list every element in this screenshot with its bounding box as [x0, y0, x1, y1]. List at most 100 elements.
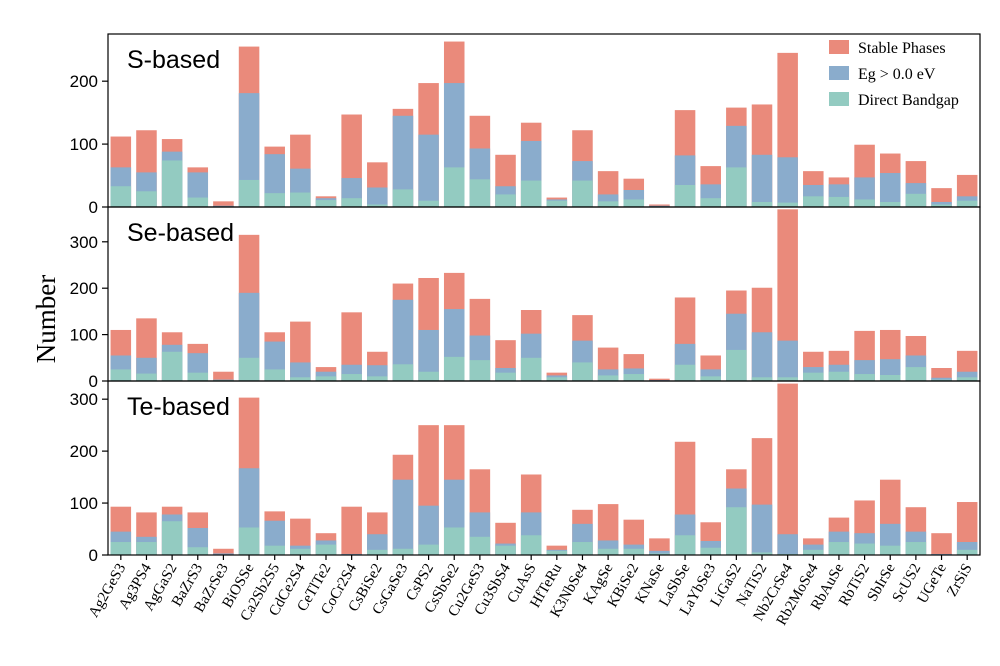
- bar-direct-bandgap-scus2: [905, 193, 927, 207]
- bar-direct-bandgap-cdce2s4: [290, 192, 311, 207]
- bar-direct-bandgap-cuass: [520, 180, 542, 207]
- bar-direct-bandgap-cocr2s4: [341, 374, 362, 381]
- bar-stable-phases-cocr2s4: [341, 506, 362, 555]
- bar-direct-bandgap-cu3sbs4: [495, 545, 516, 555]
- bar-eg-0-0-ev-csps2: [418, 329, 439, 381]
- legend-label-stable-phases: Stable Phases: [858, 40, 946, 57]
- bar-stable-phases-ugete: [931, 533, 952, 555]
- bar-direct-bandgap-kbise2: [623, 548, 645, 555]
- bar-stable-phases-cocr2s4: [341, 312, 362, 381]
- bar-direct-bandgap-ligas2: [726, 167, 747, 207]
- bar-direct-bandgap-rbtis2: [854, 199, 875, 207]
- bar-direct-bandgap-laybse3: [700, 547, 721, 555]
- bar-direct-bandgap-cetlte2: [315, 200, 337, 207]
- bar-direct-bandgap-zrsis: [956, 377, 978, 381]
- bar-stable-phases-nb2crse4: [777, 383, 798, 555]
- bar-direct-bandgap-rbtis2: [854, 374, 875, 381]
- y-tick-label: 300: [70, 233, 98, 252]
- panel-title: Te-based: [127, 393, 230, 421]
- bar-eg-0-0-ev-sbirse: [879, 173, 901, 207]
- bar-stable-phases-bazrse3: [213, 371, 234, 381]
- bar-direct-bandgap-kagse: [597, 201, 619, 207]
- bar-eg-0-0-ev-biosse: [238, 93, 260, 207]
- bar-direct-bandgap-rbtis2: [854, 543, 875, 555]
- bar-eg-0-0-ev-knase: [649, 550, 670, 555]
- bar-direct-bandgap-rbause: [828, 371, 850, 381]
- panel-te-based: 0 100 200 300 Te-based: [70, 380, 981, 565]
- bar-direct-bandgap-ligas2: [726, 349, 747, 381]
- y-tick-label: 200: [70, 279, 98, 298]
- legend-swatch-eg-0-0-ev: [829, 66, 849, 80]
- bar-eg-0-0-ev-natis2: [751, 154, 773, 207]
- bar-eg-0-0-ev-rb2mose4: [803, 544, 824, 555]
- bar-eg-0-0-ev-cdce2s4: [290, 362, 311, 381]
- panel-s-based: 0 100 200 S-based: [70, 33, 981, 217]
- legend-label-direct-bandgap: Direct Bandgap: [858, 92, 959, 109]
- bar-direct-bandgap-rb2mose4: [803, 372, 824, 381]
- bar-direct-bandgap-cu2ges3: [469, 360, 491, 381]
- bar-direct-bandgap-lasbse: [674, 184, 696, 207]
- x-axis-category-labels: Ag2GeS3Ag3PS4AgGaS2BaZrS3BaZrSe3BiOSSeCa…: [86, 555, 976, 628]
- y-tick-label: 0: [89, 546, 98, 565]
- bar-direct-bandgap-csbise2: [367, 549, 388, 555]
- bar-direct-bandgap-scus2: [905, 542, 927, 555]
- bar-direct-bandgap-csgase3: [392, 189, 414, 207]
- bar-stable-phases-bazrse3: [213, 548, 234, 555]
- bar-direct-bandgap-biosse: [238, 357, 260, 381]
- bar-direct-bandgap-ag2ges3: [110, 186, 132, 207]
- x-tick-label-ag2ges3: Ag2GeS3: [86, 561, 129, 620]
- bar-direct-bandgap-cssbse2: [443, 167, 465, 207]
- bar-eg-0-0-ev-csbise2: [367, 534, 388, 555]
- bar-direct-bandgap-kbise2: [623, 374, 645, 381]
- bar-stable-phases-zrsis: [956, 502, 978, 555]
- bar-direct-bandgap-cetlte2: [315, 376, 337, 381]
- bar-direct-bandgap-aggas2: [161, 351, 183, 381]
- bar-eg-0-0-ev-csgase3: [392, 115, 414, 207]
- bar-direct-bandgap-rb2mose4: [803, 549, 824, 555]
- bar-direct-bandgap-kbise2: [623, 199, 645, 207]
- y-tick-label: 100: [70, 326, 98, 345]
- bar-direct-bandgap-k3nbse4: [572, 362, 593, 381]
- bar-direct-bandgap-rbause: [828, 196, 850, 207]
- x-tick-label-zrsis: ZrSiS: [944, 561, 975, 599]
- bar-direct-bandgap-sbirse: [879, 545, 901, 555]
- bar-direct-bandgap-ugete: [931, 204, 952, 207]
- bar-direct-bandgap-scus2: [905, 367, 927, 381]
- bar-direct-bandgap-zrsis: [956, 549, 978, 555]
- bar-direct-bandgap-k3nbse4: [572, 542, 593, 555]
- bar-eg-0-0-ev-natis2: [751, 332, 773, 381]
- bar-direct-bandgap-hfteru: [546, 377, 568, 381]
- panel-title: S-based: [127, 46, 220, 74]
- bar-direct-bandgap-biosse: [238, 527, 260, 555]
- y-tick-label: 200: [70, 442, 98, 461]
- bar-eg-0-0-ev-csgase3: [392, 299, 414, 381]
- series-direct-bandgap: [110, 349, 978, 381]
- bar-direct-bandgap-cetlte2: [315, 544, 337, 555]
- bar-direct-bandgap-cu3sbs4: [495, 194, 516, 207]
- bar-direct-bandgap-csbise2: [367, 204, 388, 207]
- bar-direct-bandgap-cuass: [520, 357, 542, 381]
- y-axis-label: Number: [31, 275, 61, 363]
- bar-direct-bandgap-ag2ges3: [110, 369, 132, 381]
- bar-direct-bandgap-cuass: [520, 535, 542, 555]
- legend-label-eg-0-0-ev: Eg > 0.0 eV: [858, 66, 936, 83]
- bar-direct-bandgap-nb2crse4: [777, 202, 798, 207]
- bar-direct-bandgap-lasbse: [674, 535, 696, 555]
- bar-direct-bandgap-natis2: [751, 201, 773, 207]
- y-tick-label: 300: [70, 390, 98, 409]
- bar-direct-bandgap-hfteru: [546, 200, 568, 207]
- legend-swatch-direct-bandgap: [829, 92, 849, 106]
- bar-stable-phases-knase: [649, 378, 670, 381]
- bar-direct-bandgap-bazrs3: [187, 372, 209, 381]
- bar-eg-0-0-ev-ugete: [931, 377, 952, 381]
- bar-direct-bandgap-csbise2: [367, 376, 388, 381]
- bar-eg-0-0-ev-nb2crse4: [777, 534, 798, 555]
- y-tick-label: 100: [70, 135, 98, 154]
- y-tick-label: 100: [70, 494, 98, 513]
- bar-direct-bandgap-ca2sb2s5: [264, 369, 285, 381]
- bar-direct-bandgap-ag3ps4: [136, 191, 157, 207]
- bar-direct-bandgap-ca2sb2s5: [264, 193, 285, 207]
- bar-eg-0-0-ev-natis2: [751, 504, 773, 555]
- bar-direct-bandgap-cdce2s4: [290, 377, 311, 381]
